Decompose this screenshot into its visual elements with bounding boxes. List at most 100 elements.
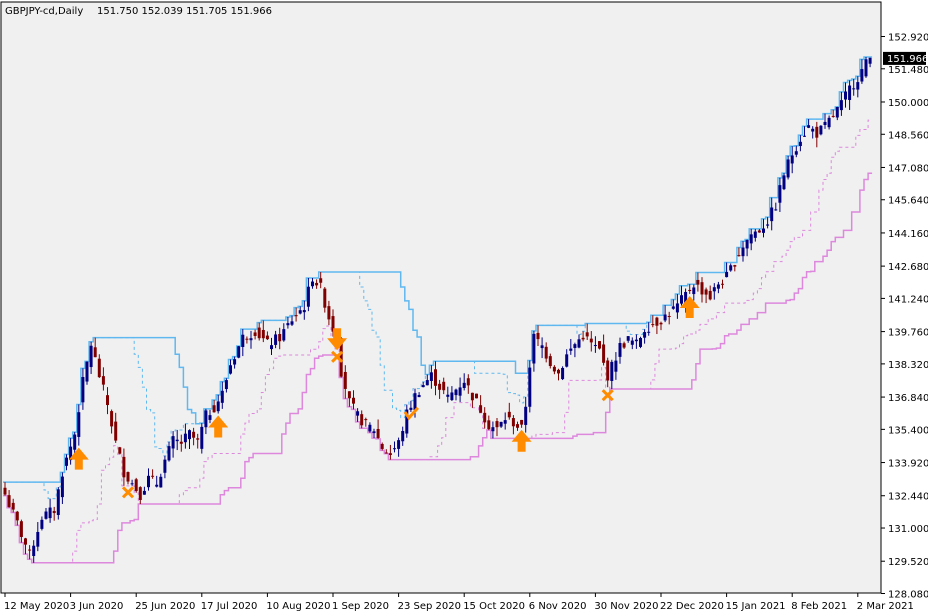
candle: [823, 113, 827, 129]
candle: [188, 429, 191, 449]
candle: [499, 421, 503, 428]
candle: [360, 410, 364, 429]
candle: [118, 446, 122, 455]
candle: [524, 396, 528, 433]
candle: [671, 299, 675, 310]
candle: [593, 336, 597, 353]
candle: [315, 279, 319, 289]
candle: [44, 507, 48, 520]
candle: [77, 404, 81, 446]
up-arrow-icon: [208, 415, 229, 438]
x-tick-label: 1 Sep 2020: [332, 601, 389, 612]
x-tick-label: 2 Mar 2021: [857, 601, 914, 612]
candle: [511, 415, 515, 435]
candle: [368, 422, 372, 433]
candle: [807, 119, 811, 129]
x-tick-label: 17 Jul 2020: [201, 601, 258, 612]
candle: [48, 498, 52, 523]
candle: [134, 477, 138, 493]
candle: [573, 342, 577, 358]
candle: [85, 361, 89, 385]
candle: [298, 306, 302, 315]
candle: [569, 338, 573, 355]
candle: [60, 472, 64, 504]
candle: [577, 334, 581, 349]
candle: [450, 386, 454, 401]
candle: [745, 239, 749, 257]
candle: [741, 241, 745, 262]
candle: [598, 341, 601, 350]
candle: [557, 368, 560, 381]
candle: [114, 412, 118, 443]
candle: [774, 202, 778, 211]
candle: [216, 394, 220, 414]
y-tick-label: 145.640: [888, 196, 928, 207]
y-tick-label: 147.080: [888, 163, 928, 174]
candle: [388, 444, 392, 460]
signals-layer: [68, 295, 700, 499]
candle: [552, 365, 556, 375]
candle: [224, 378, 228, 393]
y-tick-label: 132.440: [888, 492, 928, 503]
candle: [770, 197, 774, 231]
candle: [856, 76, 860, 98]
candle: [130, 479, 134, 486]
candle: [712, 283, 716, 300]
candle: [479, 395, 483, 413]
up-arrow-icon: [68, 447, 89, 470]
candle: [647, 322, 651, 336]
candle: [827, 115, 831, 130]
x-tick-label: 3 Jun 2020: [70, 601, 124, 612]
inner-lower-line: [3, 119, 873, 564]
candle: [212, 400, 216, 413]
x-tick-label: 8 Feb 2021: [791, 601, 847, 612]
candle: [544, 342, 548, 363]
time-axis: 12 May 2020 3 Jun 2020 25 Jun 2020 17 Jul 2…: [4, 593, 914, 612]
candle: [589, 331, 593, 352]
candle: [536, 325, 540, 347]
candle: [249, 330, 253, 349]
y-tick-label: 142.680: [888, 262, 928, 273]
candle: [466, 374, 470, 394]
candle: [81, 368, 85, 410]
candle: [528, 360, 532, 413]
y-tick-label: 148.560: [888, 130, 928, 141]
candle: [343, 365, 347, 399]
candle: [868, 57, 872, 68]
candle: [274, 330, 278, 349]
candle: [581, 331, 585, 342]
x-tick-label: 25 Jun 2020: [135, 601, 195, 612]
candle: [643, 329, 647, 344]
candle: [183, 423, 187, 449]
candle: [253, 329, 257, 340]
candle: [680, 285, 683, 306]
candle: [684, 288, 688, 313]
candle: [237, 346, 241, 359]
candle: [462, 373, 466, 391]
candle: [815, 121, 819, 148]
y-tick-label: 133.920: [888, 459, 928, 470]
candle: [331, 309, 335, 337]
candle: [696, 272, 700, 292]
candle: [655, 316, 659, 335]
up-arrow-icon: [511, 429, 532, 452]
candle: [753, 229, 757, 242]
x-tick-label: 12 May 2020: [4, 601, 69, 612]
y-tick-label: 128.080: [888, 590, 928, 601]
candle: [487, 415, 491, 431]
candle: [311, 278, 314, 289]
candle: [864, 57, 868, 78]
candle: [606, 357, 610, 388]
candle: [36, 522, 40, 552]
candle: [347, 391, 351, 407]
chart-symbol-label: GBPJPY-cd,Daily: [5, 6, 83, 17]
last-price-tag: 151.966: [883, 51, 928, 65]
candle: [380, 442, 384, 451]
candle: [803, 126, 806, 137]
x-tick-label: 10 Aug 2020: [266, 601, 330, 612]
last-price-label: 151.966: [887, 54, 928, 65]
candle: [630, 337, 634, 350]
candle: [663, 305, 667, 323]
candle: [208, 409, 212, 424]
